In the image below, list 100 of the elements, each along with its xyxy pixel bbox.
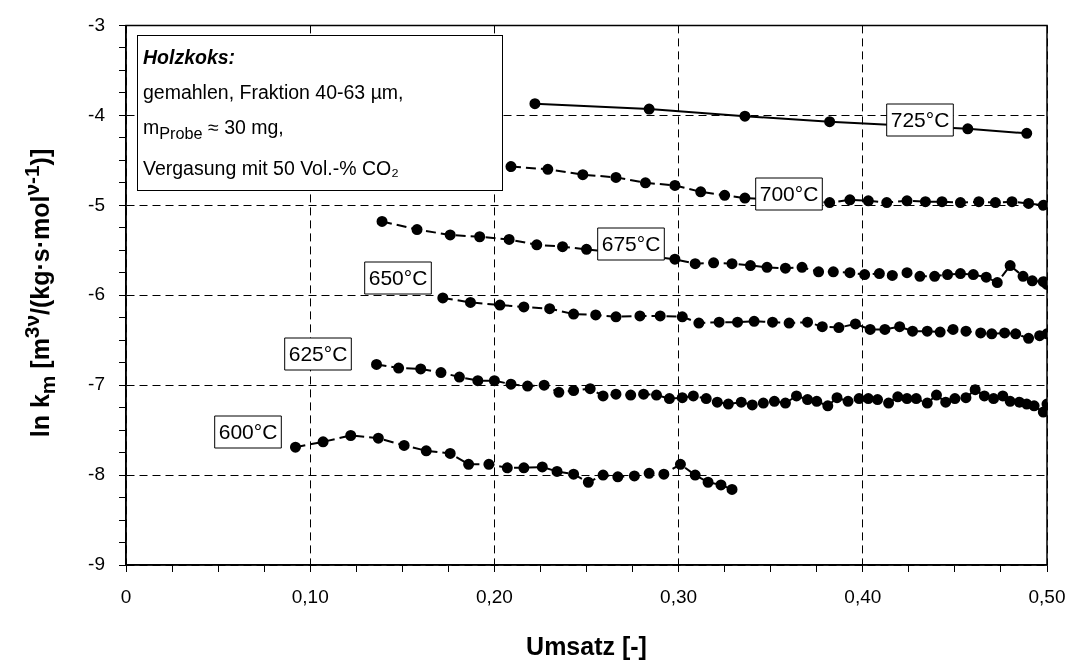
point xyxy=(289,441,301,453)
point xyxy=(625,389,637,401)
point xyxy=(940,396,952,408)
point xyxy=(757,397,769,409)
x-axis-title: Umsatz [-] xyxy=(526,631,647,660)
point xyxy=(1037,199,1047,211)
point xyxy=(522,380,534,392)
point xyxy=(444,229,456,241)
point xyxy=(973,196,985,208)
point xyxy=(372,432,384,444)
point xyxy=(779,397,791,409)
point xyxy=(921,397,933,409)
point xyxy=(463,458,475,470)
point xyxy=(859,269,871,281)
x-tick-label: 0,20 xyxy=(475,585,513,607)
point xyxy=(901,393,913,405)
y-tick-label: -3 xyxy=(88,13,105,35)
point xyxy=(881,197,893,209)
point xyxy=(597,469,609,481)
point xyxy=(518,301,530,313)
point xyxy=(975,327,987,339)
point xyxy=(687,390,699,402)
point xyxy=(669,253,681,265)
point xyxy=(536,461,548,473)
point xyxy=(435,367,447,379)
point xyxy=(663,393,675,405)
point xyxy=(907,325,919,337)
point xyxy=(638,388,650,400)
point xyxy=(551,465,563,477)
point xyxy=(811,395,823,407)
point xyxy=(862,393,874,405)
point xyxy=(744,260,756,272)
point xyxy=(767,316,779,328)
point xyxy=(722,398,734,410)
point xyxy=(1006,196,1018,208)
point xyxy=(914,270,926,282)
point xyxy=(892,391,904,403)
series-label: 675°C xyxy=(601,231,661,255)
y-tick-label: -9 xyxy=(88,553,105,575)
point xyxy=(505,161,517,173)
point xyxy=(494,299,506,311)
point xyxy=(1023,197,1035,209)
point xyxy=(669,179,681,191)
point xyxy=(842,395,854,407)
point xyxy=(960,392,972,404)
point xyxy=(988,393,1000,405)
x-tick-label: 0,40 xyxy=(844,585,882,607)
point xyxy=(376,215,388,227)
point xyxy=(501,462,513,474)
point xyxy=(827,266,839,278)
point xyxy=(879,323,891,335)
point xyxy=(472,375,484,387)
point xyxy=(901,195,913,207)
y-tick-label: -5 xyxy=(88,193,105,215)
annotation: Holzkoks: xyxy=(143,45,237,70)
x-tick-label: 0 xyxy=(120,585,132,607)
point xyxy=(824,116,836,128)
point xyxy=(584,383,596,395)
point xyxy=(345,430,357,441)
point xyxy=(577,169,589,181)
point xyxy=(658,468,670,480)
point xyxy=(746,399,758,411)
point xyxy=(949,393,961,405)
point xyxy=(464,296,476,308)
point xyxy=(978,390,990,402)
point xyxy=(822,400,834,412)
point xyxy=(713,316,725,328)
point xyxy=(693,317,705,329)
point xyxy=(542,163,554,175)
point xyxy=(411,224,423,236)
x-tick-label: 0,50 xyxy=(1028,585,1066,607)
point xyxy=(317,436,329,448)
point xyxy=(474,231,486,243)
point xyxy=(505,378,517,390)
point xyxy=(967,269,979,281)
point xyxy=(886,269,898,281)
point xyxy=(689,469,701,481)
point xyxy=(557,241,569,253)
point xyxy=(919,196,931,208)
point xyxy=(1037,406,1047,418)
series-label: 725°C xyxy=(890,107,950,131)
point xyxy=(986,328,998,340)
point xyxy=(802,394,814,406)
point xyxy=(991,277,1003,289)
point xyxy=(582,476,594,488)
point xyxy=(371,358,383,370)
point xyxy=(790,390,802,402)
point xyxy=(700,393,712,405)
point xyxy=(518,462,530,474)
point xyxy=(872,394,884,406)
point xyxy=(531,239,543,251)
point xyxy=(732,316,744,328)
point xyxy=(853,393,865,405)
series-label: 600°C xyxy=(218,419,278,443)
point xyxy=(960,325,972,337)
point xyxy=(1004,260,1016,272)
point xyxy=(676,392,688,404)
point xyxy=(597,390,609,402)
point xyxy=(942,269,954,281)
point xyxy=(612,471,624,483)
